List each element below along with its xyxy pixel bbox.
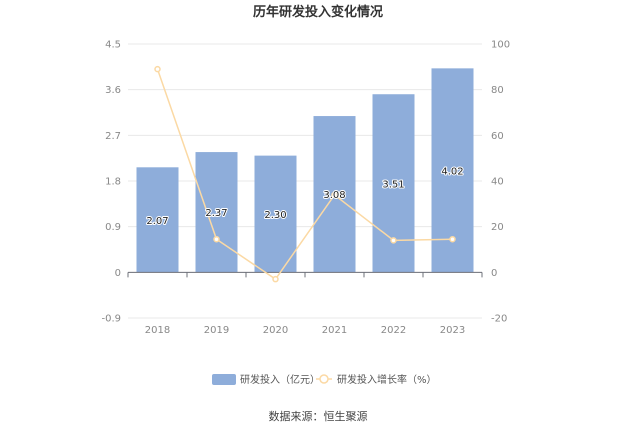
bar — [254, 155, 297, 273]
left-y-tick-label: 3.6 — [105, 85, 121, 96]
right-y-tick-label: 80 — [491, 85, 504, 96]
left-y-tick-label: 4.5 — [105, 40, 121, 51]
legend-line-marker[interactable] — [319, 374, 329, 384]
x-tick-label: 2018 — [145, 325, 170, 336]
growth-rate-point — [331, 191, 338, 199]
left-y-tick-label: 0.9 — [105, 222, 121, 233]
growth-rate-point — [272, 275, 279, 283]
bar-value-labels: 2.07 2.37 2.30 3.08 3.51 4.02 — [145, 165, 464, 227]
data-source: 数据来源：恒生聚源 — [269, 409, 368, 423]
left-y-tick-label: -0.9 — [101, 314, 121, 325]
legend-bar-swatch[interactable] — [212, 374, 236, 385]
right-y-tick-label: 0 — [491, 268, 497, 279]
bar-value-label: 2.07 — [146, 216, 168, 227]
growth-rate-line — [156, 68, 453, 281]
right-y-tick-label: 60 — [491, 131, 504, 142]
bar — [195, 152, 238, 273]
left-y-tick-label: 0 — [115, 268, 121, 279]
x-tick-label: 2020 — [263, 325, 288, 336]
legend-line-label[interactable]: 研发投入增长率（%） — [337, 373, 437, 386]
x-tick-label: 2021 — [322, 325, 347, 336]
bar-value-label: 3.08 — [323, 190, 345, 201]
growth-rate-point — [449, 235, 456, 243]
x-tick-label: 2022 — [381, 325, 406, 336]
right-y-tick-label: -20 — [491, 314, 507, 325]
growth-rate-point — [154, 65, 161, 73]
growth-rate-series — [154, 65, 456, 283]
right-y-tick-label: 100 — [491, 40, 510, 51]
chart-title: 历年研发投入变化情况 — [253, 4, 383, 20]
bar — [136, 167, 179, 273]
right-y-axis: -20 0 20 40 60 80 100 — [491, 40, 510, 325]
right-y-tick-label: 20 — [491, 222, 504, 233]
left-y-tick-label: 2.7 — [105, 131, 121, 142]
bar-series — [136, 68, 474, 273]
bar-value-label: 3.51 — [382, 179, 404, 190]
left-y-tick-label: 1.8 — [105, 177, 121, 188]
growth-rate-point — [390, 237, 397, 244]
x-tick-label: 2019 — [204, 325, 229, 336]
x-axis: 2018 2019 2020 2021 2022 2023 — [127, 271, 483, 336]
legend: 研发投入（亿元） 研发投入增长率（%） — [212, 373, 437, 386]
legend-bar-label[interactable]: 研发投入（亿元） — [240, 373, 320, 386]
bar-value-label: 2.37 — [205, 208, 227, 219]
bar-value-label: 4.02 — [441, 166, 463, 177]
right-y-tick-label: 40 — [491, 177, 504, 188]
x-tick-label: 2023 — [440, 325, 465, 336]
bar-value-label: 2.30 — [264, 210, 286, 221]
growth-rate-point — [213, 235, 220, 243]
left-y-axis: -0.9 0 0.9 1.8 2.7 3.6 4.5 — [101, 40, 121, 325]
